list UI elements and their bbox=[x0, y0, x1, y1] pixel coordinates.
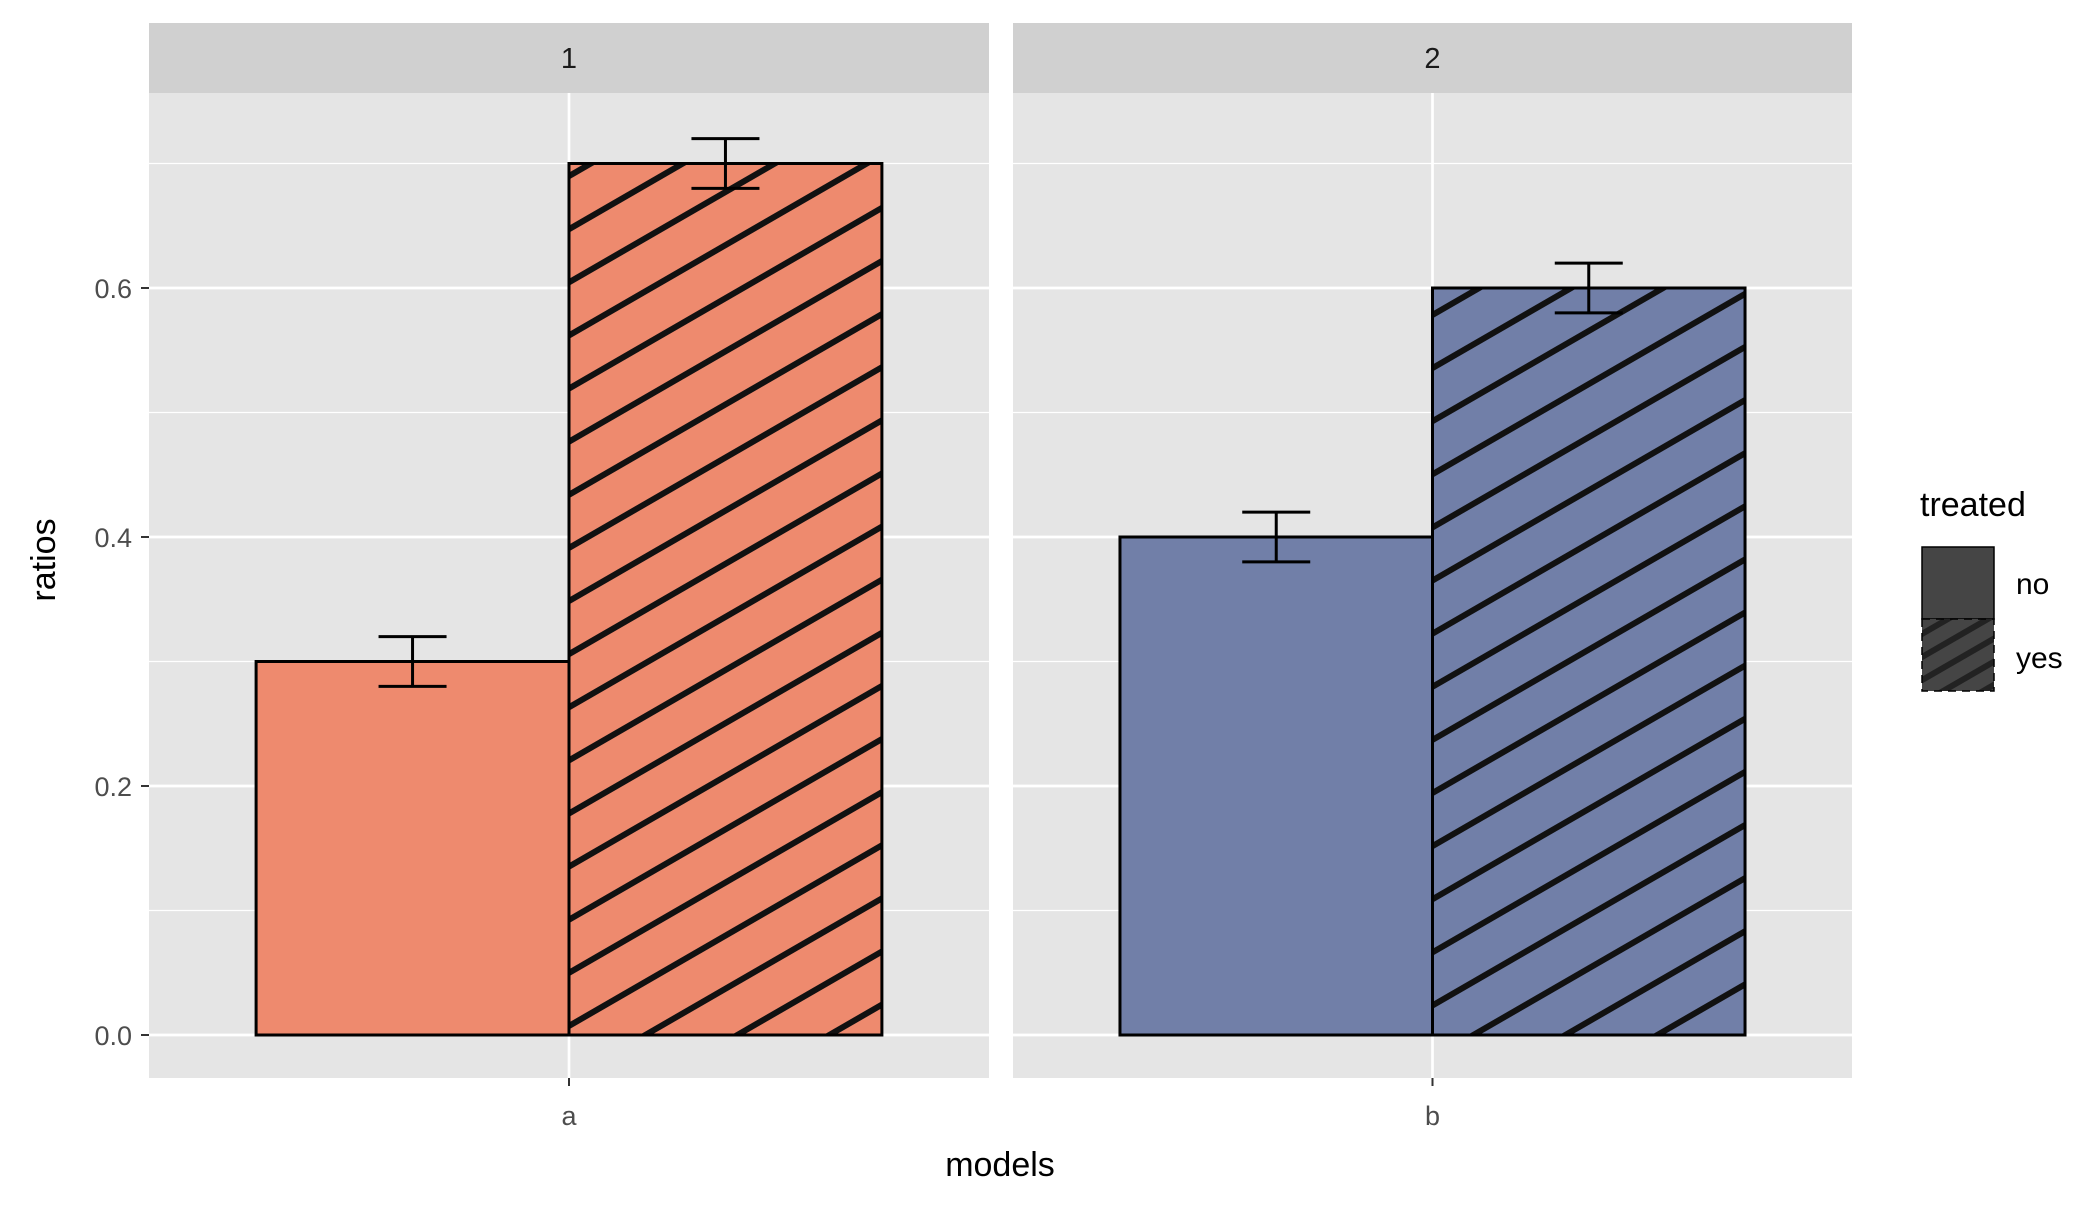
bar-no bbox=[256, 661, 569, 1035]
y-axis-title: ratios bbox=[25, 518, 63, 601]
facet-strip bbox=[149, 23, 989, 93]
bar-no bbox=[1119, 537, 1433, 1035]
legend-key-no bbox=[1921, 546, 1995, 620]
x-axis-title: models bbox=[945, 1146, 1055, 1184]
y-tick-label: 0.0 bbox=[94, 1021, 132, 1051]
y-tick-label: 0.6 bbox=[94, 274, 132, 304]
x-tick-label: b bbox=[1425, 1101, 1440, 1131]
y-tick-label: 0.2 bbox=[94, 772, 132, 802]
y-tick-label: 0.4 bbox=[94, 523, 132, 553]
facet-strip bbox=[1013, 23, 1852, 93]
bar-hatch bbox=[1432, 288, 1746, 1035]
facet-strip-label: 1 bbox=[561, 43, 577, 75]
legend-key-yes-hatch bbox=[1921, 618, 1995, 692]
legend-label-no: no bbox=[2016, 568, 2049, 601]
legend-title: treated bbox=[1920, 486, 2026, 524]
facet-strip-label: 2 bbox=[1424, 43, 1440, 75]
x-tick-label: a bbox=[561, 1101, 577, 1131]
legend-label-yes: yes bbox=[2016, 642, 2063, 675]
bar-hatch bbox=[569, 163, 882, 1035]
